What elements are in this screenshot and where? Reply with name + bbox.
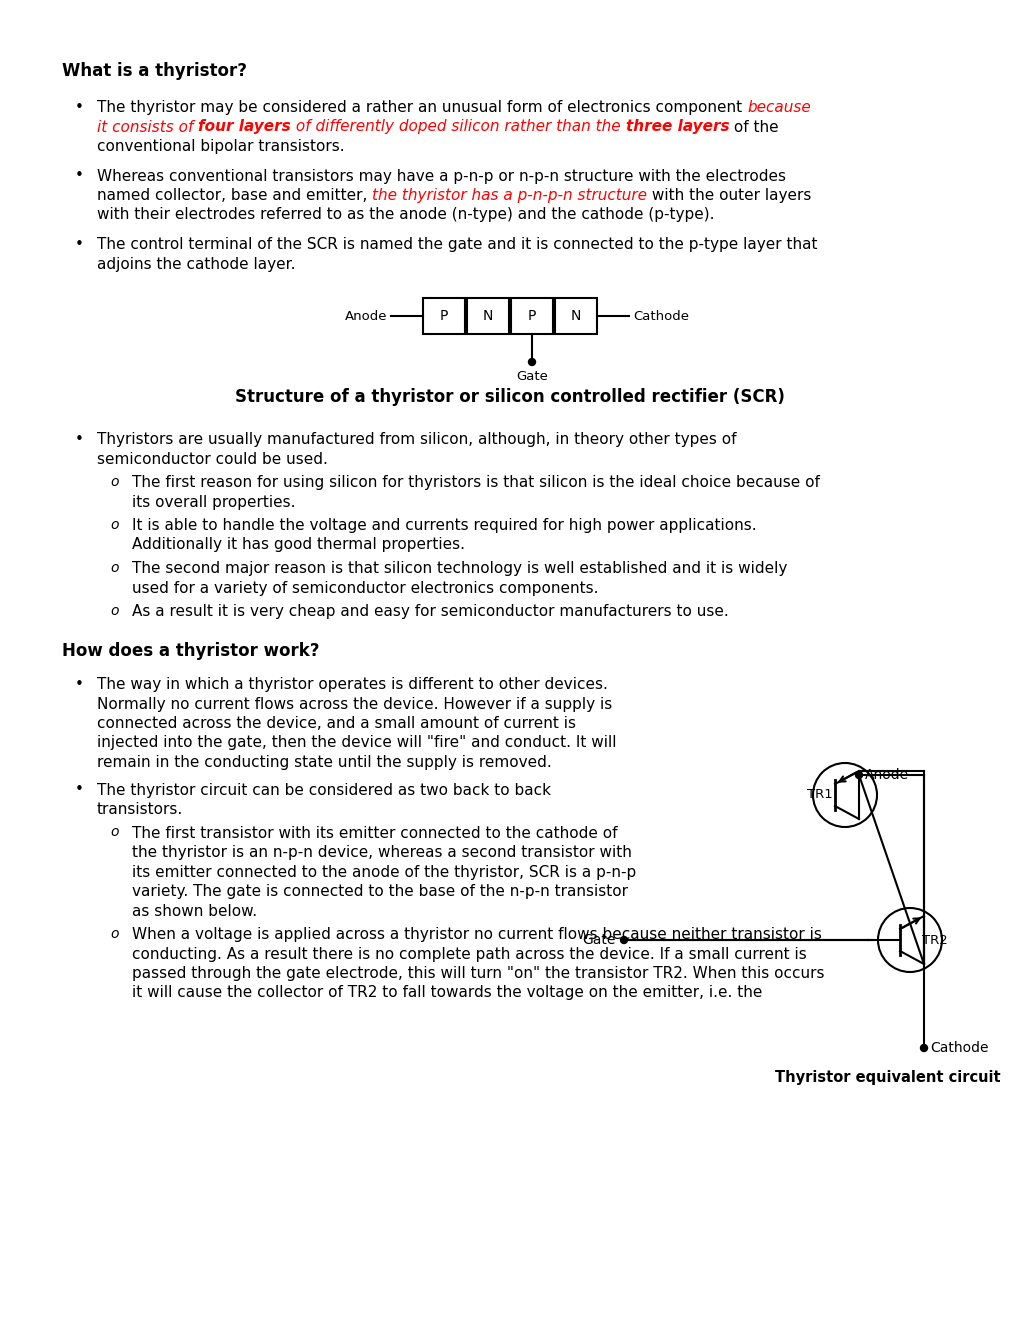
- Bar: [554, 298, 596, 334]
- Text: it will cause the collector of TR2 to fall towards the voltage on the emitter, i: it will cause the collector of TR2 to fa…: [131, 986, 761, 1001]
- Text: •: •: [75, 432, 84, 447]
- Text: Anode: Anode: [344, 309, 386, 322]
- Text: conducting. As a result there is no complete path across the device. If a small : conducting. As a result there is no comp…: [131, 946, 806, 961]
- Text: P: P: [439, 309, 447, 323]
- Text: of the: of the: [729, 120, 777, 135]
- Text: o: o: [110, 561, 118, 576]
- Text: variety. The gate is connected to the base of the n-p-n transistor: variety. The gate is connected to the ba…: [131, 884, 628, 899]
- Text: Thyristor equivalent circuit: Thyristor equivalent circuit: [773, 1071, 1000, 1085]
- Text: three layers: three layers: [625, 120, 729, 135]
- Text: How does a thyristor work?: How does a thyristor work?: [62, 642, 319, 660]
- Text: conventional bipolar transistors.: conventional bipolar transistors.: [97, 139, 344, 154]
- Text: passed through the gate electrode, this will turn "on" the transistor TR2. When : passed through the gate electrode, this …: [131, 966, 823, 981]
- Text: Thyristors are usually manufactured from silicon, although, in theory other type: Thyristors are usually manufactured from…: [97, 432, 736, 447]
- Text: its overall properties.: its overall properties.: [131, 495, 296, 510]
- Circle shape: [919, 1044, 926, 1052]
- Text: the thyristor is an n-p-n device, whereas a second transistor with: the thyristor is an n-p-n device, wherea…: [131, 845, 631, 861]
- Text: When a voltage is applied across a thyristor no current flows because neither tr: When a voltage is applied across a thyri…: [131, 927, 821, 942]
- Text: because: because: [746, 100, 810, 115]
- Text: the thyristor has a p-n-p-n structure: the thyristor has a p-n-p-n structure: [372, 187, 647, 203]
- Circle shape: [528, 359, 535, 366]
- Text: P: P: [527, 309, 536, 323]
- Text: Gate: Gate: [516, 370, 547, 383]
- Text: used for a variety of semiconductor electronics components.: used for a variety of semiconductor elec…: [131, 581, 598, 595]
- Circle shape: [620, 936, 627, 944]
- Text: o: o: [110, 605, 118, 618]
- Text: o: o: [110, 927, 118, 941]
- Text: N: N: [571, 309, 581, 323]
- Text: its emitter connected to the anode of the thyristor, SCR is a p-n-p: its emitter connected to the anode of th…: [131, 865, 636, 879]
- Text: transistors.: transistors.: [97, 803, 183, 817]
- Text: with their electrodes referred to as the anode (n-type) and the cathode (p-type): with their electrodes referred to as the…: [97, 207, 713, 223]
- Text: Cathode: Cathode: [633, 309, 688, 322]
- Text: named collector, base and emitter,: named collector, base and emitter,: [97, 187, 372, 203]
- Text: TR1: TR1: [806, 788, 832, 801]
- Text: Normally no current flows across the device. However if a supply is: Normally no current flows across the dev…: [97, 697, 611, 711]
- Text: The thyristor may be considered a rather an unusual form of electronics componen: The thyristor may be considered a rather…: [97, 100, 746, 115]
- Text: remain in the conducting state until the supply is removed.: remain in the conducting state until the…: [97, 755, 551, 770]
- Text: Gate: Gate: [582, 933, 615, 946]
- Text: o: o: [110, 825, 118, 840]
- Text: N: N: [482, 309, 493, 323]
- Text: •: •: [75, 238, 84, 252]
- Text: four layers: four layers: [198, 120, 290, 135]
- Text: •: •: [75, 677, 84, 692]
- Text: it consists of: it consists of: [97, 120, 198, 135]
- Text: semiconductor could be used.: semiconductor could be used.: [97, 451, 327, 466]
- Text: Cathode: Cathode: [929, 1041, 987, 1055]
- Text: of differently doped silicon rather than the: of differently doped silicon rather than…: [290, 120, 625, 135]
- Text: The thyristor circuit can be considered as two back to back: The thyristor circuit can be considered …: [97, 783, 550, 797]
- Text: Whereas conventional transistors may have a p-n-p or n-p-n structure with the el: Whereas conventional transistors may hav…: [97, 169, 786, 183]
- Text: The first reason for using silicon for thyristors is that silicon is the ideal c: The first reason for using silicon for t…: [131, 475, 819, 490]
- Text: •: •: [75, 783, 84, 797]
- Text: Structure of a thyristor or silicon controlled rectifier (SCR): Structure of a thyristor or silicon cont…: [234, 388, 785, 407]
- Text: •: •: [75, 100, 84, 115]
- Text: injected into the gate, then the device will "fire" and conduct. It will: injected into the gate, then the device …: [97, 735, 615, 751]
- Text: o: o: [110, 475, 118, 488]
- Bar: [467, 298, 508, 334]
- Bar: [511, 298, 552, 334]
- Text: Additionally it has good thermal properties.: Additionally it has good thermal propert…: [131, 537, 465, 553]
- Circle shape: [855, 771, 862, 779]
- Bar: [423, 298, 465, 334]
- Text: The control terminal of the SCR is named the gate and it is connected to the p-t: The control terminal of the SCR is named…: [97, 238, 816, 252]
- Text: connected across the device, and a small amount of current is: connected across the device, and a small…: [97, 715, 576, 731]
- Text: TR2: TR2: [921, 933, 947, 946]
- Text: with the outer layers: with the outer layers: [647, 187, 811, 203]
- Text: The way in which a thyristor operates is different to other devices.: The way in which a thyristor operates is…: [97, 677, 607, 692]
- Text: adjoins the cathode layer.: adjoins the cathode layer.: [97, 256, 296, 272]
- Text: What is a thyristor?: What is a thyristor?: [62, 62, 247, 81]
- Text: •: •: [75, 169, 84, 183]
- Text: It is able to handle the voltage and currents required for high power applicatio: It is able to handle the voltage and cur…: [131, 517, 756, 533]
- Text: o: o: [110, 517, 118, 532]
- Text: The second major reason is that silicon technology is well established and it is: The second major reason is that silicon …: [131, 561, 787, 576]
- Text: Anode: Anode: [864, 768, 908, 781]
- Text: as shown below.: as shown below.: [131, 903, 257, 919]
- Text: The first transistor with its emitter connected to the cathode of: The first transistor with its emitter co…: [131, 825, 616, 841]
- Text: As a result it is very cheap and easy for semiconductor manufacturers to use.: As a result it is very cheap and easy fo…: [131, 605, 728, 619]
